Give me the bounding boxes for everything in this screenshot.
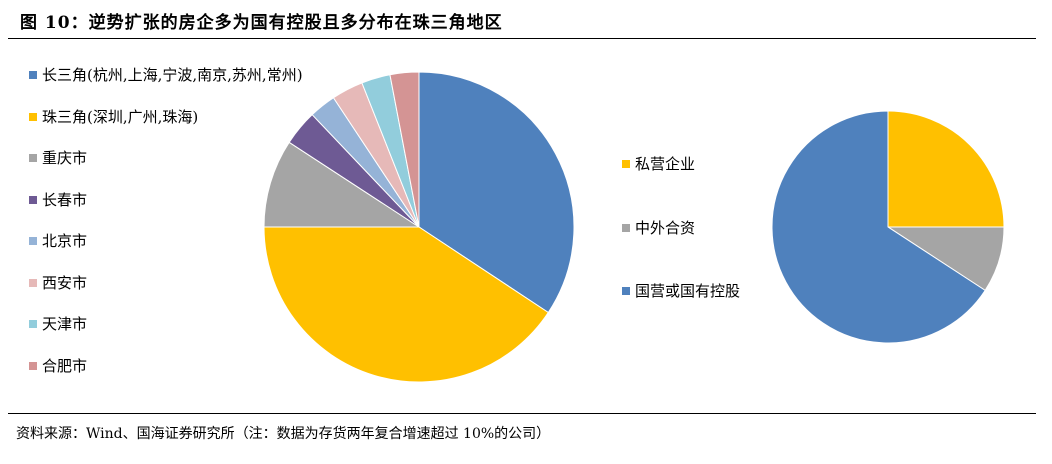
legend-swatch: [29, 361, 37, 370]
legend-label: 重庆市: [42, 149, 88, 167]
legend-item: 长三角(杭州,上海,宁波,南京,苏州,常州): [29, 64, 303, 85]
legend-item: 中外合资: [622, 217, 695, 238]
legend-swatch: [29, 195, 37, 204]
legend-label: 私营企业: [635, 155, 696, 173]
legend-swatch: [622, 286, 630, 295]
pie-slice: [263, 226, 549, 383]
pie-region: [263, 71, 575, 383]
legend-swatch: [622, 159, 630, 168]
pie-slice: [263, 141, 421, 228]
legend-label: 珠三角(深圳,广州,珠海): [42, 108, 199, 126]
legend-swatch: [29, 70, 37, 79]
pie-ownership: [771, 110, 1005, 344]
figure-title: 图 10：逆势扩张的房企多为国有控股且多分布在珠三角地区: [20, 13, 503, 33]
title-divider: [8, 38, 1036, 39]
legend-item: 北京市: [29, 230, 87, 251]
legend-swatch: [29, 278, 37, 287]
legend-swatch: [29, 236, 37, 245]
legend-label: 中外合资: [635, 219, 696, 237]
legend-label: 合肥市: [42, 357, 88, 375]
legend-swatch: [29, 112, 37, 121]
legend-item: 合肥市: [29, 355, 87, 376]
legend-item: 天津市: [29, 313, 87, 334]
legend-item: 私营企业: [622, 153, 695, 174]
legend-label: 西安市: [42, 274, 88, 292]
legend-item: 长春市: [29, 189, 87, 210]
pie-slice: [887, 110, 1005, 228]
legend-swatch: [29, 153, 37, 162]
legend-label: 天津市: [42, 315, 88, 333]
pie-slice: [771, 110, 986, 344]
legend-item: 国营或国有控股: [622, 280, 740, 301]
legend-swatch: [29, 319, 37, 328]
legend-label: 国营或国有控股: [635, 282, 741, 300]
source-divider: [8, 413, 1036, 414]
legend-label: 长三角(杭州,上海,宁波,南京,苏州,常州): [42, 66, 303, 84]
legend-item: 重庆市: [29, 147, 87, 168]
legend-label: 北京市: [42, 232, 88, 250]
legend-swatch: [622, 223, 630, 232]
pie-slice: [389, 71, 420, 228]
legend-item: 珠三角(深圳,广州,珠海): [29, 106, 198, 127]
legend-item: 西安市: [29, 272, 87, 293]
legend-label: 长春市: [42, 191, 88, 209]
source-note: 资料来源：Wind、国海证券研究所（注：数据为存货两年复合增速超过 10%的公司…: [16, 426, 551, 442]
